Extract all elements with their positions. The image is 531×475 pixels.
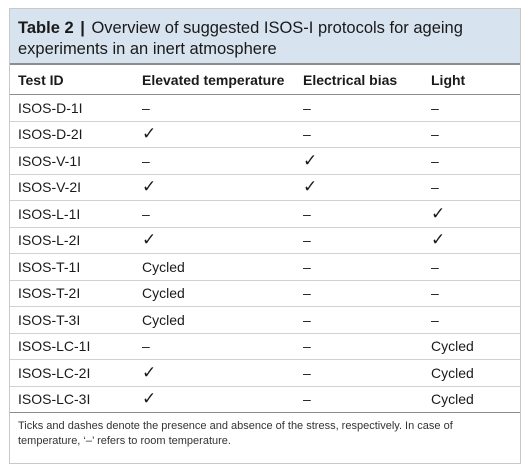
protocols-table: Test ID Elevated temperature Electrical …	[10, 65, 520, 413]
cell-light: –	[423, 280, 520, 307]
table-footnote: Ticks and dashes denote the presence and…	[18, 420, 453, 447]
table-row: ISOS-T-2I Cycled – –	[10, 280, 520, 307]
cell-electrical-bias: –	[295, 386, 423, 413]
caption-separator: |	[80, 19, 85, 37]
cell-test-id: ISOS-LC-2I	[10, 359, 134, 387]
cell-test-id: ISOS-T-1I	[10, 253, 134, 281]
cell-light: Cycled	[423, 359, 520, 387]
cell-electrical-bias: –	[295, 306, 423, 334]
cell-light: –	[423, 94, 520, 122]
cell-elevated-temperature: ✓	[134, 174, 295, 201]
cell-light: –	[423, 306, 520, 334]
cell-electrical-bias: –	[295, 200, 423, 228]
table-row: ISOS-V-1I – ✓ –	[10, 147, 520, 175]
cell-test-id: ISOS-T-3I	[10, 306, 134, 334]
cell-test-id: ISOS-D-2I	[10, 121, 134, 148]
cell-electrical-bias: –	[295, 227, 423, 254]
cell-test-id: ISOS-D-1I	[10, 94, 134, 122]
cell-electrical-bias: –	[295, 253, 423, 281]
header-elevated-temperature: Elevated temperature	[134, 65, 295, 95]
cell-light: ✓	[423, 200, 520, 228]
cell-test-id: ISOS-LC-3I	[10, 386, 134, 413]
cell-elevated-temperature: Cycled	[134, 280, 295, 307]
cell-elevated-temperature: –	[134, 200, 295, 228]
cell-elevated-temperature: ✓	[134, 227, 295, 254]
cell-light: –	[423, 147, 520, 175]
cell-electrical-bias: –	[295, 333, 423, 360]
table-row: ISOS-V-2I ✓ ✓ –	[10, 174, 520, 201]
cell-test-id: ISOS-V-1I	[10, 147, 134, 175]
cell-light: Cycled	[423, 386, 520, 413]
cell-elevated-temperature: –	[134, 333, 295, 360]
cell-light: –	[423, 174, 520, 201]
header-row: Test ID Elevated temperature Electrical …	[10, 65, 520, 95]
table-row: ISOS-T-3I Cycled – –	[10, 306, 520, 334]
cell-test-id: ISOS-T-2I	[10, 280, 134, 307]
table-container: Table 2 | Overview of suggested ISOS-I p…	[9, 8, 521, 464]
table-row: ISOS-L-1I – – ✓	[10, 200, 520, 228]
table-row: ISOS-L-2I ✓ – ✓	[10, 227, 520, 254]
cell-electrical-bias: ✓	[295, 174, 423, 201]
cell-elevated-temperature: ✓	[134, 359, 295, 387]
cell-light: Cycled	[423, 333, 520, 360]
cell-test-id: ISOS-L-1I	[10, 200, 134, 228]
cell-electrical-bias: –	[295, 359, 423, 387]
table-row: ISOS-LC-2I ✓ – Cycled	[10, 359, 520, 387]
header-light: Light	[423, 65, 520, 95]
cell-electrical-bias: –	[295, 280, 423, 307]
cell-light: –	[423, 253, 520, 281]
cell-electrical-bias: –	[295, 94, 423, 122]
cell-elevated-temperature: ✓	[134, 386, 295, 413]
table-row: ISOS-LC-3I ✓ – Cycled	[10, 386, 520, 413]
cell-test-id: ISOS-LC-1I	[10, 333, 134, 360]
header-electrical-bias: Electrical bias	[295, 65, 423, 95]
cell-elevated-temperature: Cycled	[134, 306, 295, 334]
table-title: Overview of suggested ISOS-I protocols f…	[18, 19, 463, 58]
cell-electrical-bias: ✓	[295, 147, 423, 175]
cell-test-id: ISOS-V-2I	[10, 174, 134, 201]
table-row: ISOS-T-1I Cycled – –	[10, 253, 520, 281]
header-test-id: Test ID	[10, 65, 134, 95]
cell-elevated-temperature: ✓	[134, 121, 295, 148]
table-row: ISOS-LC-1I – – Cycled	[10, 333, 520, 360]
cell-light: ✓	[423, 227, 520, 254]
table-row: ISOS-D-1I – – –	[10, 94, 520, 122]
table-row: ISOS-D-2I ✓ – –	[10, 121, 520, 148]
table-label: Table 2	[18, 19, 74, 37]
cell-light: –	[423, 121, 520, 148]
cell-elevated-temperature: Cycled	[134, 253, 295, 281]
cell-test-id: ISOS-L-2I	[10, 227, 134, 254]
cell-elevated-temperature: –	[134, 94, 295, 122]
table-caption: Table 2 | Overview of suggested ISOS-I p…	[10, 9, 520, 65]
cell-elevated-temperature: –	[134, 147, 295, 175]
cell-electrical-bias: –	[295, 121, 423, 148]
